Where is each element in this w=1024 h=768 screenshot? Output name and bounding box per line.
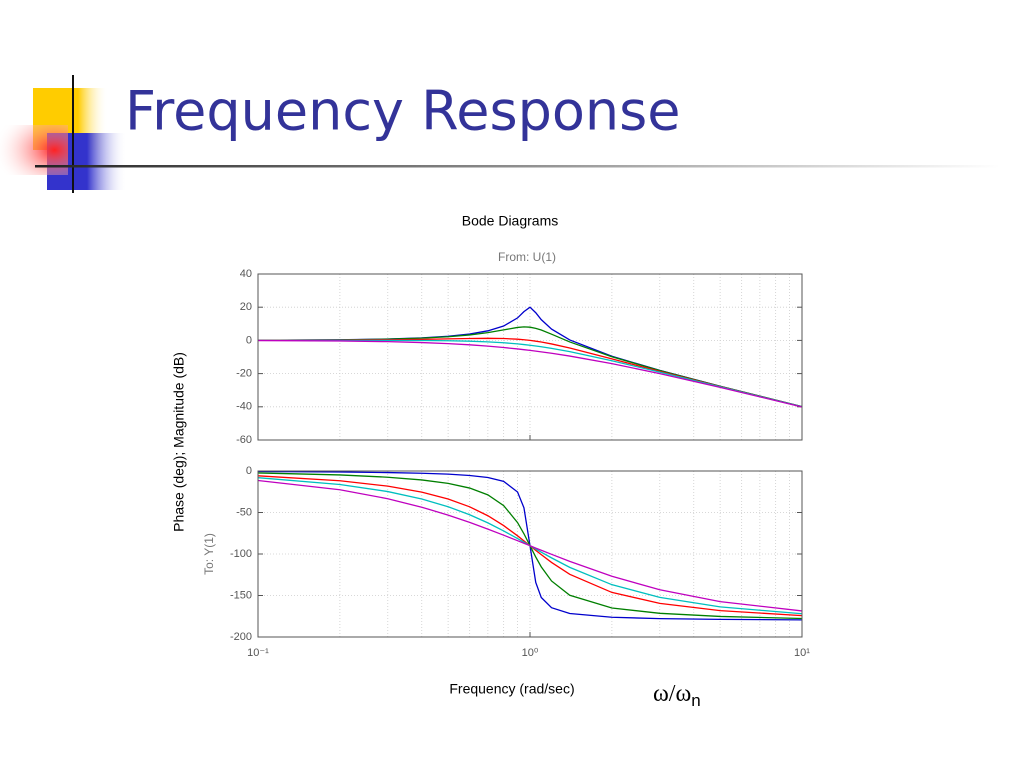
y-tick-label: 20 — [240, 301, 252, 313]
series-line — [257, 475, 803, 617]
y-tick-label: -50 — [236, 506, 252, 518]
y-tick-label: -100 — [230, 548, 252, 560]
y-tick-label: -150 — [230, 589, 252, 601]
chart-subtitle: From: U(1) — [498, 250, 556, 264]
y-axis-label: Phase (deg); Magnitude (dB) — [171, 352, 187, 532]
annotation-base: ω/ω — [653, 681, 691, 707]
series-line — [257, 477, 803, 615]
y-tick-label: -40 — [236, 401, 252, 413]
series-line — [257, 470, 803, 621]
y-tick-label: 40 — [240, 268, 252, 280]
annotation-sub: n — [691, 691, 700, 710]
series-line — [257, 472, 803, 620]
series-line — [257, 479, 803, 612]
series-line — [258, 339, 803, 408]
decoration — [0, 75, 1000, 193]
x-axis-label: Frequency (rad/sec) — [449, 681, 574, 697]
output-label: To: Y(1) — [202, 533, 216, 575]
annotation: ω/ωn — [653, 681, 701, 711]
y-tick-label: -20 — [236, 368, 252, 380]
series-line — [257, 326, 803, 408]
series-line — [257, 337, 803, 408]
y-tick-label: 0 — [246, 334, 252, 346]
x-tick-label: 10⁻¹ — [247, 647, 269, 659]
y-tick-label: -200 — [230, 631, 252, 643]
x-tick-label: 10⁰ — [522, 647, 539, 659]
plot-frame — [257, 273, 803, 441]
slide-title: Frequency Response — [125, 80, 680, 143]
series-line — [257, 339, 803, 408]
x-tick-label: 10¹ — [794, 647, 810, 659]
y-tick-label: 0 — [246, 465, 252, 477]
y-tick-label: -60 — [236, 434, 252, 446]
chart-title: Bode Diagrams — [462, 213, 559, 229]
plot-frame — [257, 470, 803, 638]
